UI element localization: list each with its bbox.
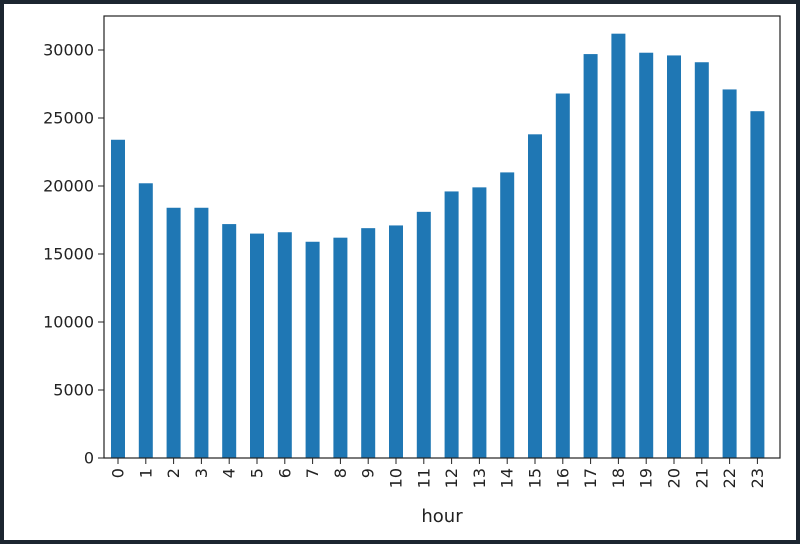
y-tick-label: 10000 [43,313,94,332]
bar-hour-21 [694,62,709,459]
bar-hour-9 [361,228,376,458]
bar-hour-10 [389,225,403,458]
bar-hour-13 [472,187,487,459]
bar-hour-5 [250,233,264,458]
bar-hour-12 [444,191,459,458]
x-tick-label: 15 [526,468,545,488]
x-tick-label: 2 [164,468,183,478]
x-tick-label: 21 [692,468,711,488]
x-tick-label: 16 [553,468,572,488]
y-tick-label: 25000 [43,109,94,128]
y-tick-label: 30000 [43,41,94,60]
x-tick-label: 13 [470,468,489,488]
x-tick-label: 19 [637,468,656,488]
x-tick-label: 6 [275,468,294,478]
bar-hour-20 [667,55,681,458]
bar-hour-7 [305,241,320,458]
bar-hour-3 [194,207,209,458]
x-tick-label: 5 [248,468,267,478]
x-tick-label: 4 [220,468,239,478]
bar-hour-16 [555,93,570,459]
x-tick-label: 7 [303,468,322,478]
bar-hour-8 [333,237,348,458]
y-axis: 0 5000 10000 15000 20000 25000 30000 [43,41,104,468]
plot-area-border [103,15,781,459]
x-tick-label: 17 [581,468,600,488]
y-tick-label: 5000 [53,381,94,400]
x-tick-label: 9 [359,468,378,478]
bar-hour-18 [611,33,626,459]
x-tick-label: 3 [192,468,211,478]
bar-hour-11 [416,211,431,458]
y-tick-label: 20000 [43,177,94,196]
bars-group [111,33,765,459]
x-tick-label: 1 [136,468,155,478]
y-tick-label: 0 [84,449,94,468]
x-tick-label: 11 [414,468,433,488]
x-tick-label: 14 [498,468,517,488]
x-axis-label: hour [421,506,463,527]
x-tick-label: 18 [609,468,628,488]
bar-hour-2 [166,207,181,458]
x-tick-label: 20 [665,468,684,488]
bar-hour-1 [138,183,153,458]
x-tick-label: 0 [109,468,128,478]
bar-hour-23 [750,111,765,458]
bar-hour-14 [500,172,515,458]
x-tick-label: 23 [748,468,767,488]
y-tick-label: 15000 [43,245,94,264]
bar-hour-6 [277,232,292,458]
bar-hour-4 [222,224,237,458]
x-axis: 0 1 2 3 4 5 6 7 8 9 10 11 12 13 14 15 16 17 18 19 20 21 22 23 [109,458,767,488]
bar-hour-22 [722,89,737,458]
bar-hour-15 [528,134,542,458]
x-tick-label: 8 [331,468,350,478]
bar-hour-17 [583,54,598,459]
x-tick-label: 22 [720,468,739,488]
x-tick-label: 12 [442,468,461,488]
bar-hour-0 [111,139,125,458]
bar-hour-19 [639,52,654,458]
x-tick-label: 10 [387,468,406,488]
